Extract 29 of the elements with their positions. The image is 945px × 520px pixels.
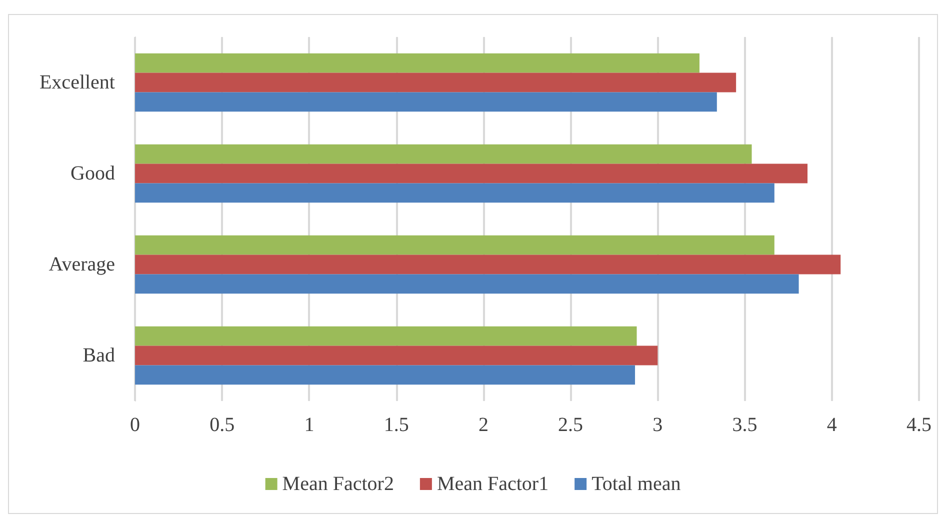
x-tick-label: 2.5	[558, 414, 584, 436]
x-tick-label: 4	[826, 414, 837, 436]
bar	[135, 365, 636, 385]
bar	[135, 72, 736, 92]
legend-label: Mean Factor2	[282, 473, 394, 495]
x-tick-label: 1	[304, 414, 314, 436]
y-tick-label: Bad	[82, 344, 115, 366]
x-tick-label: 1.5	[384, 414, 409, 436]
bar	[135, 326, 637, 346]
legend-label: Total mean	[592, 473, 681, 495]
bar	[135, 53, 700, 73]
bar	[135, 183, 774, 203]
x-tick-label: 3.5	[732, 414, 758, 436]
y-tick-label: Excellent	[39, 72, 116, 94]
y-tick-label: Good	[70, 162, 115, 184]
x-tick-label: 0.5	[210, 414, 235, 436]
x-tick-label: 3	[652, 414, 663, 436]
bar	[135, 346, 658, 366]
bar	[135, 164, 808, 184]
y-tick-label: Average	[48, 254, 116, 276]
legend-label: Mean Factor1	[436, 473, 549, 495]
bar	[135, 254, 841, 274]
bar	[135, 92, 717, 112]
bar	[135, 274, 799, 294]
bar	[135, 235, 774, 255]
x-tick-label: 2	[478, 414, 488, 436]
bar	[135, 144, 752, 164]
x-tick-label: 0	[130, 414, 140, 436]
x-tick-label: 4.5	[906, 414, 932, 436]
